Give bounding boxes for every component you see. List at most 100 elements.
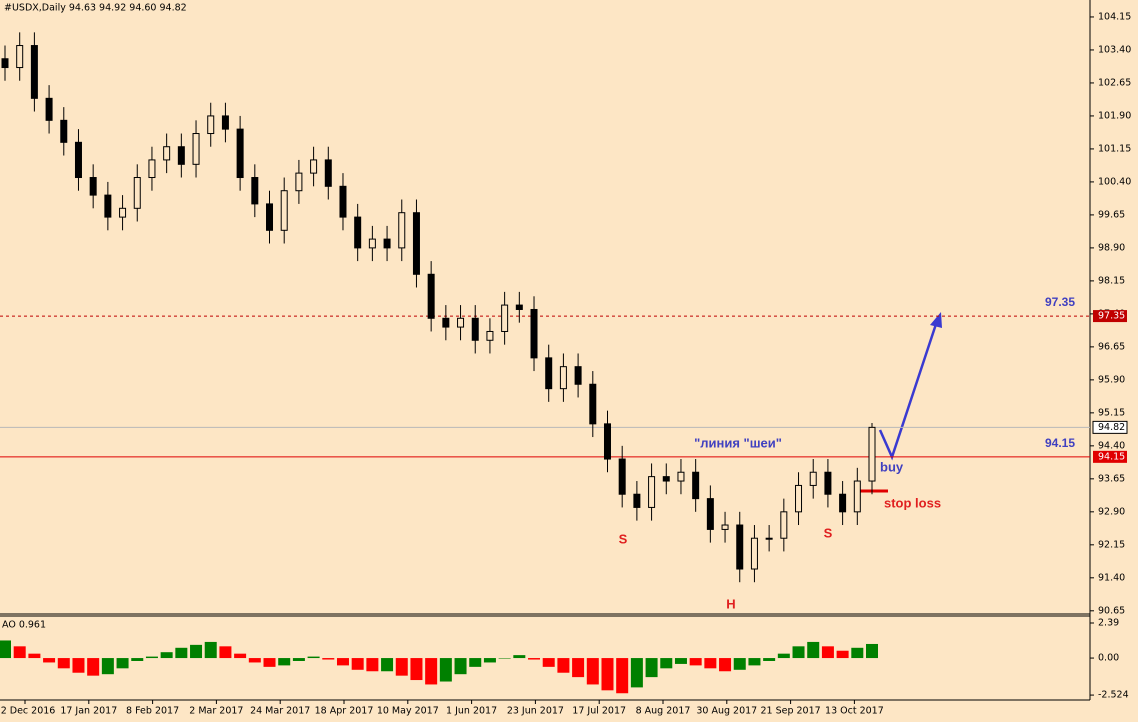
indicator-bar xyxy=(513,655,526,659)
indicator-bar xyxy=(190,644,203,659)
candle-body xyxy=(559,366,567,390)
indicator-bar xyxy=(660,658,673,669)
indicator-bar xyxy=(336,658,349,666)
y-tick-label: 98.15 xyxy=(1098,275,1125,286)
candle-body xyxy=(603,423,611,460)
indicator-bar xyxy=(219,646,232,659)
indicator-bar xyxy=(28,653,41,659)
candle-body xyxy=(530,308,538,359)
candle-body xyxy=(280,190,288,231)
x-tick-label: 10 May 2017 xyxy=(377,706,439,717)
candle-body xyxy=(30,45,38,99)
candle-body xyxy=(501,304,509,332)
candle-body xyxy=(207,115,215,135)
level-tag xyxy=(1093,310,1127,323)
candle-body xyxy=(89,177,97,196)
indicator-bar xyxy=(616,658,629,694)
candle-body xyxy=(119,207,127,218)
indicator-bar xyxy=(836,650,849,659)
candle-body xyxy=(45,97,53,121)
candle-body xyxy=(177,146,185,165)
candle-body xyxy=(750,537,758,570)
candle-body xyxy=(706,498,714,530)
indicator-bar xyxy=(381,658,394,672)
y-tick-label: 95.15 xyxy=(1098,407,1125,418)
indicator-bar xyxy=(278,658,291,666)
indicator-label: AO 0.961 xyxy=(2,620,46,631)
candle-body xyxy=(266,203,274,231)
indicator-bar xyxy=(851,647,864,659)
indicator-bar xyxy=(645,658,658,678)
x-tick-label: 17 Jul 2017 xyxy=(572,706,626,717)
candle-body xyxy=(412,212,420,275)
candle-body xyxy=(16,45,24,69)
indicator-bar xyxy=(0,640,11,659)
candle-body xyxy=(457,317,465,328)
indicator-bar xyxy=(674,658,687,664)
neckline-label: "линия "шеи" xyxy=(694,435,782,450)
indicator-bar xyxy=(57,658,70,669)
x-tick-label: 18 Apr 2017 xyxy=(315,706,374,717)
x-tick-label: 23 Jun 2017 xyxy=(507,706,564,717)
candle-body xyxy=(471,317,479,341)
candle-body xyxy=(824,471,832,495)
candle-body xyxy=(692,471,700,500)
indicator-bar xyxy=(366,658,379,672)
indicator-bar xyxy=(807,641,820,659)
x-tick-label: 30 Aug 2017 xyxy=(696,706,757,717)
y-tick-label: 98.90 xyxy=(1098,242,1125,253)
candle-body xyxy=(545,357,553,390)
candle-body xyxy=(765,537,773,540)
indicator-bar xyxy=(748,658,761,666)
candle-body xyxy=(163,146,171,161)
indicator-bar xyxy=(439,658,452,682)
x-tick-label: 13 Oct 2017 xyxy=(825,706,884,717)
candle-body xyxy=(324,159,332,187)
indicator-bar xyxy=(792,646,805,659)
indicator-bar xyxy=(630,658,643,688)
indicator-bar xyxy=(175,647,188,659)
y-tick-label: 90.65 xyxy=(1098,605,1125,616)
indicator-bar xyxy=(866,643,878,659)
indicator-bar xyxy=(483,658,496,663)
candle-body xyxy=(339,185,347,218)
y-tick-label: -2.524 xyxy=(1098,690,1129,701)
candle-body xyxy=(780,511,788,539)
candle-body xyxy=(133,177,141,209)
indicator-bar xyxy=(234,653,247,659)
y-tick-label: 96.65 xyxy=(1098,341,1125,352)
y-tick-label: 92.15 xyxy=(1098,539,1125,550)
y-tick-label: 2.39 xyxy=(1098,618,1119,629)
x-tick-label: 24 Mar 2017 xyxy=(250,706,310,717)
level-label: 94.15 xyxy=(1045,436,1075,450)
y-tick-label: 102.65 xyxy=(1098,77,1131,88)
y-tick-label: 101.90 xyxy=(1098,110,1131,121)
indicator-bar xyxy=(601,658,614,691)
candle-body xyxy=(221,115,229,130)
candle-body xyxy=(853,480,861,513)
candle-body xyxy=(809,471,817,486)
candle-body xyxy=(398,212,406,249)
candle-body xyxy=(648,476,656,508)
indicator-bar xyxy=(160,652,173,659)
shoulder-label: S xyxy=(824,525,833,540)
indicator-bar xyxy=(469,658,482,667)
candle-body xyxy=(839,493,847,513)
indicator-bar xyxy=(821,646,834,659)
candle-body xyxy=(236,128,244,179)
indicator-bar xyxy=(395,658,408,676)
candle-body xyxy=(192,133,200,165)
indicator-bar xyxy=(586,658,599,685)
indicator-bar xyxy=(204,641,217,659)
indicator-bar xyxy=(425,658,438,685)
indicator-bar xyxy=(719,658,732,672)
y-tick-label: 94.40 xyxy=(1098,440,1125,451)
indicator-bar xyxy=(704,658,717,669)
indicator-bar xyxy=(557,658,570,673)
candle-body xyxy=(486,330,494,341)
indicator-bar xyxy=(322,658,335,660)
indicator-bar xyxy=(248,658,261,663)
indicator-bar xyxy=(116,658,129,669)
candle-body xyxy=(310,159,318,174)
